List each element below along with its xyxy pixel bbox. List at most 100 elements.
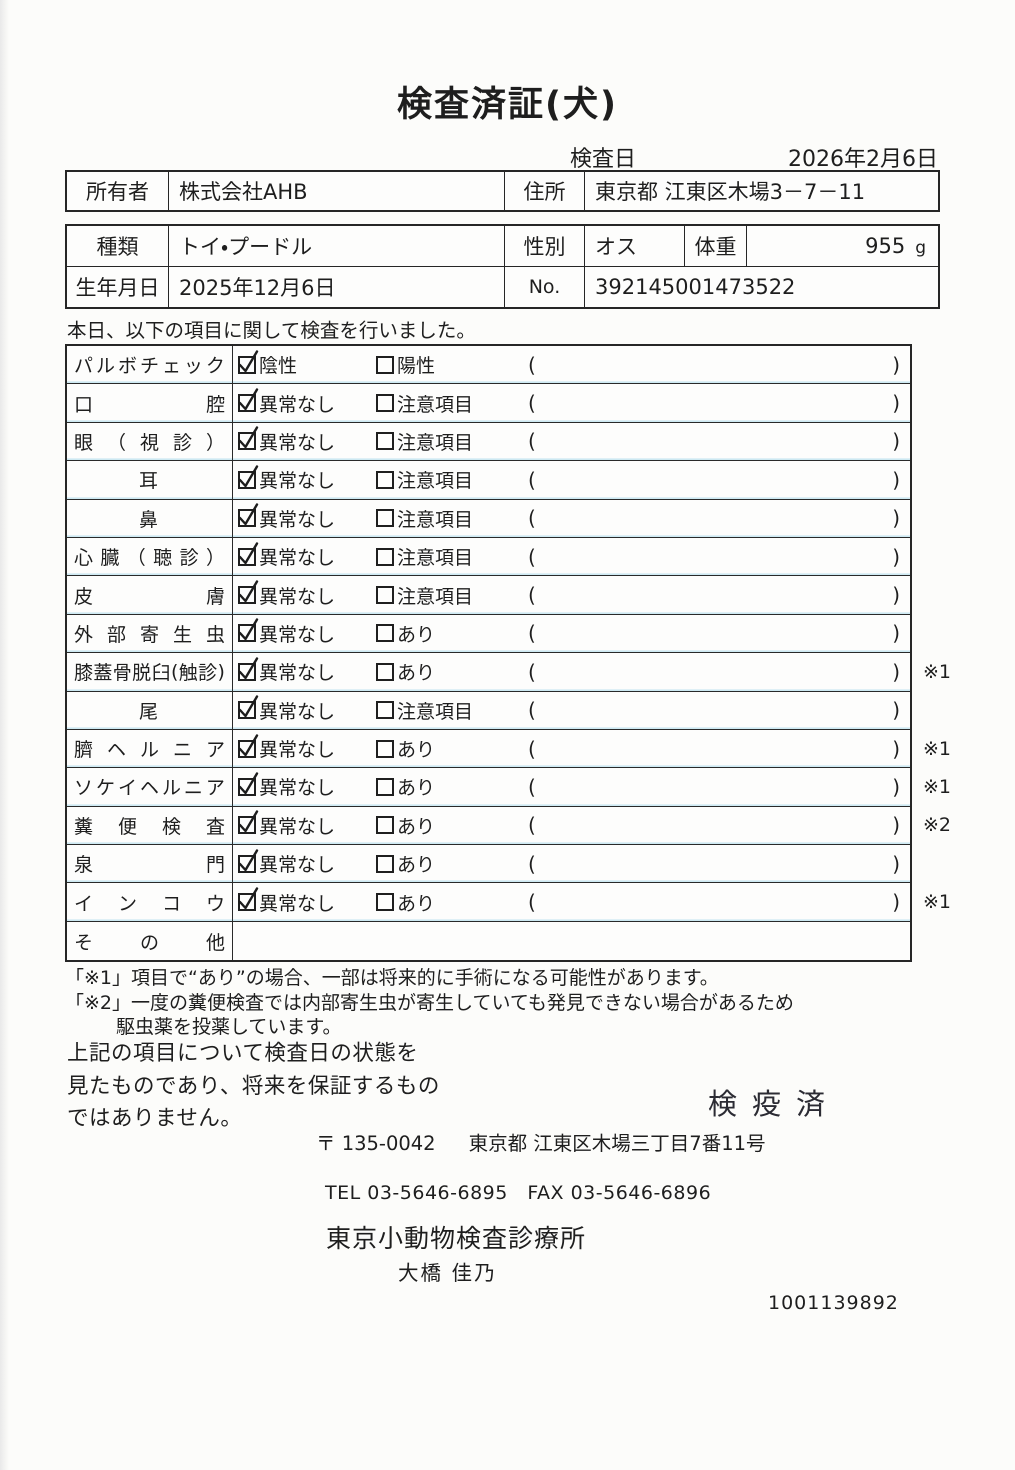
remarks-paren-close: ) — [892, 352, 900, 377]
checklist-row: 口腔 異常なし — [67, 384, 910, 423]
result-option-secondary: 陽性 — [376, 346, 435, 383]
result-option-primary: 異常なし — [238, 576, 335, 613]
remarks-paren-close: ) — [892, 659, 900, 684]
result-option-secondary-label: あり — [397, 815, 436, 838]
result-checkbox-secondary — [376, 432, 394, 451]
result-option-primary: 異常なし — [238, 730, 335, 767]
sex-label: 性別 — [505, 226, 585, 266]
exam-item-label: 眼（視診） — [67, 422, 233, 461]
exam-item-label: 口腔 — [67, 384, 233, 422]
breed-label: 種類 — [67, 226, 169, 266]
result-option-secondary-label: あり — [397, 623, 436, 646]
check-mark-icon — [238, 541, 259, 564]
footnote-2-line2: 駆虫薬を投薬しています。 — [116, 1016, 342, 1038]
remarks-paren-close: ) — [892, 736, 900, 761]
result-checkbox-primary — [238, 887, 259, 912]
check-mark-icon — [238, 349, 259, 372]
remarks-paren-close: ) — [892, 698, 900, 723]
result-option-secondary: あり — [376, 883, 435, 920]
result-checkbox-secondary — [376, 547, 394, 566]
remarks-paren-close: ) — [892, 813, 900, 838]
disclaimer-line2: 見たものであり、将来を保証するもの — [67, 1073, 440, 1099]
result-checkbox-primary — [238, 541, 259, 566]
weight-unit: g — [915, 238, 926, 258]
checklist-row: 外部寄生虫 異常なし — [67, 614, 910, 654]
result-option-secondary: 注意項目 — [376, 423, 473, 460]
result-option-primary-label: 異常なし — [259, 854, 336, 877]
checklist-row: 糞便検査 異常なし — [67, 806, 951, 846]
result-option-primary: 陰性 — [238, 346, 297, 383]
result-checkbox-primary — [238, 849, 259, 873]
checklist-row: 膝蓋骨脱臼(触診) 異常なし — [67, 653, 951, 692]
remarks-paren-open: ( — [528, 429, 536, 454]
result-checkbox-secondary — [376, 662, 394, 681]
exam-item-label: 鼻 — [67, 499, 233, 537]
exam-item-label: インコウ — [67, 883, 233, 921]
result-option-primary: 異常なし — [238, 423, 335, 460]
check-mark-icon — [238, 695, 259, 718]
exam-item-label: 尾 — [67, 691, 233, 729]
result-option-primary: 異常なし — [238, 807, 335, 844]
remarks-paren-open: ( — [528, 698, 536, 723]
footnote-2-line1: 「※2」一度の糞便検査では内部寄生虫が寄生していても発見できない場合があるため — [65, 992, 794, 1014]
remarks-paren-open: ( — [528, 736, 536, 761]
inspection-date-row: 検査日 2026年2月6日 — [65, 141, 940, 172]
result-checkbox-primary — [238, 657, 259, 681]
address-value: 東京都 江東区木場3－7－11 — [595, 180, 866, 204]
document-serial-number: 1001139892 — [768, 1292, 899, 1314]
pet-table: 種類 トイ・プードル 性別 オス 体重 955 g 生年月日 2025年12月6… — [65, 224, 940, 309]
exam-item-label: 耳 — [67, 461, 233, 499]
address-label: 住所 — [505, 172, 585, 210]
exam-checklist-table: パルボチェック 陰性 — [65, 344, 951, 963]
result-checkbox-secondary — [376, 394, 394, 413]
result-option-secondary: 注意項目 — [376, 384, 473, 421]
check-mark-icon — [238, 772, 259, 795]
result-checkbox-primary — [238, 695, 259, 720]
remarks-paren-open: ( — [528, 890, 536, 915]
result-option-primary: 異常なし — [238, 692, 335, 729]
remarks-paren-close: ) — [892, 544, 900, 569]
check-mark-icon — [238, 657, 259, 680]
result-checkbox-secondary — [376, 355, 394, 374]
result-option-primary-label: 異常なし — [259, 470, 336, 493]
check-mark-icon — [238, 849, 259, 871]
result-option-secondary-label: あり — [397, 662, 436, 685]
exam-item-label: 泉門 — [67, 845, 233, 883]
result-checkbox-secondary — [376, 816, 394, 835]
remarks-paren-close: ) — [892, 583, 900, 608]
intro-text: 本日、以下の項目に関して検査を行いました。 — [67, 319, 476, 342]
disclaimer-text: 上記の項目について検査日の状態を 見たものであり、将来を保証するもの ではありま… — [67, 1038, 440, 1136]
result-option-secondary-label: 注意項目 — [397, 547, 474, 570]
exam-item-label: その他 — [67, 921, 233, 961]
exam-item-result: 陰性 陽性 ( ) — [233, 346, 910, 383]
reference-mark: ※1 — [923, 775, 952, 798]
document-title: 検査済証(犬) — [397, 85, 618, 125]
remarks-paren-close: ) — [892, 890, 900, 915]
exam-item-result: 異常なし あり ( ) — [233, 768, 910, 805]
exam-item-label: 外部寄生虫 — [67, 614, 233, 653]
result-option-secondary: あり — [376, 615, 435, 652]
result-option-primary: 異常なし — [238, 653, 335, 690]
remarks-paren-close: ) — [892, 467, 900, 492]
result-checkbox-secondary — [376, 509, 394, 528]
check-mark-icon — [238, 618, 259, 641]
exam-item-result: 異常なし あり ( ) — [233, 883, 910, 920]
clinic-postal-line: 〒 135-0042 東京都 江東区木場三丁目7番11号 — [316, 1127, 766, 1156]
remarks-paren-open: ( — [528, 621, 536, 646]
remarks-paren-open: ( — [528, 583, 536, 608]
remarks-paren-close: ) — [892, 391, 900, 416]
exam-item-result — [233, 922, 910, 960]
exam-item-result: 異常なし 注意項目 ( ) — [233, 500, 910, 537]
weight-cell: 955 g — [747, 226, 938, 266]
footnote-1: 「※1」項目で“あり”の場合、一部は将来的に手術になる可能性があります。 — [65, 967, 719, 989]
clinic-address: 東京都 江東区木場三丁目7番11号 — [468, 1132, 766, 1155]
exam-item-result: 異常なし あり ( ) — [233, 845, 910, 882]
result-checkbox-secondary — [376, 777, 394, 796]
result-option-primary: 異常なし — [238, 615, 335, 652]
result-checkbox-primary — [238, 503, 259, 528]
inspection-date-value: 2026年2月6日 — [788, 147, 938, 172]
owner-row: 所有者 株式会社AHB 住所 東京都 江東区木場3－7－11 — [67, 172, 938, 210]
result-option-secondary: 注意項目 — [376, 576, 473, 613]
remarks-paren-close: ) — [892, 621, 900, 646]
